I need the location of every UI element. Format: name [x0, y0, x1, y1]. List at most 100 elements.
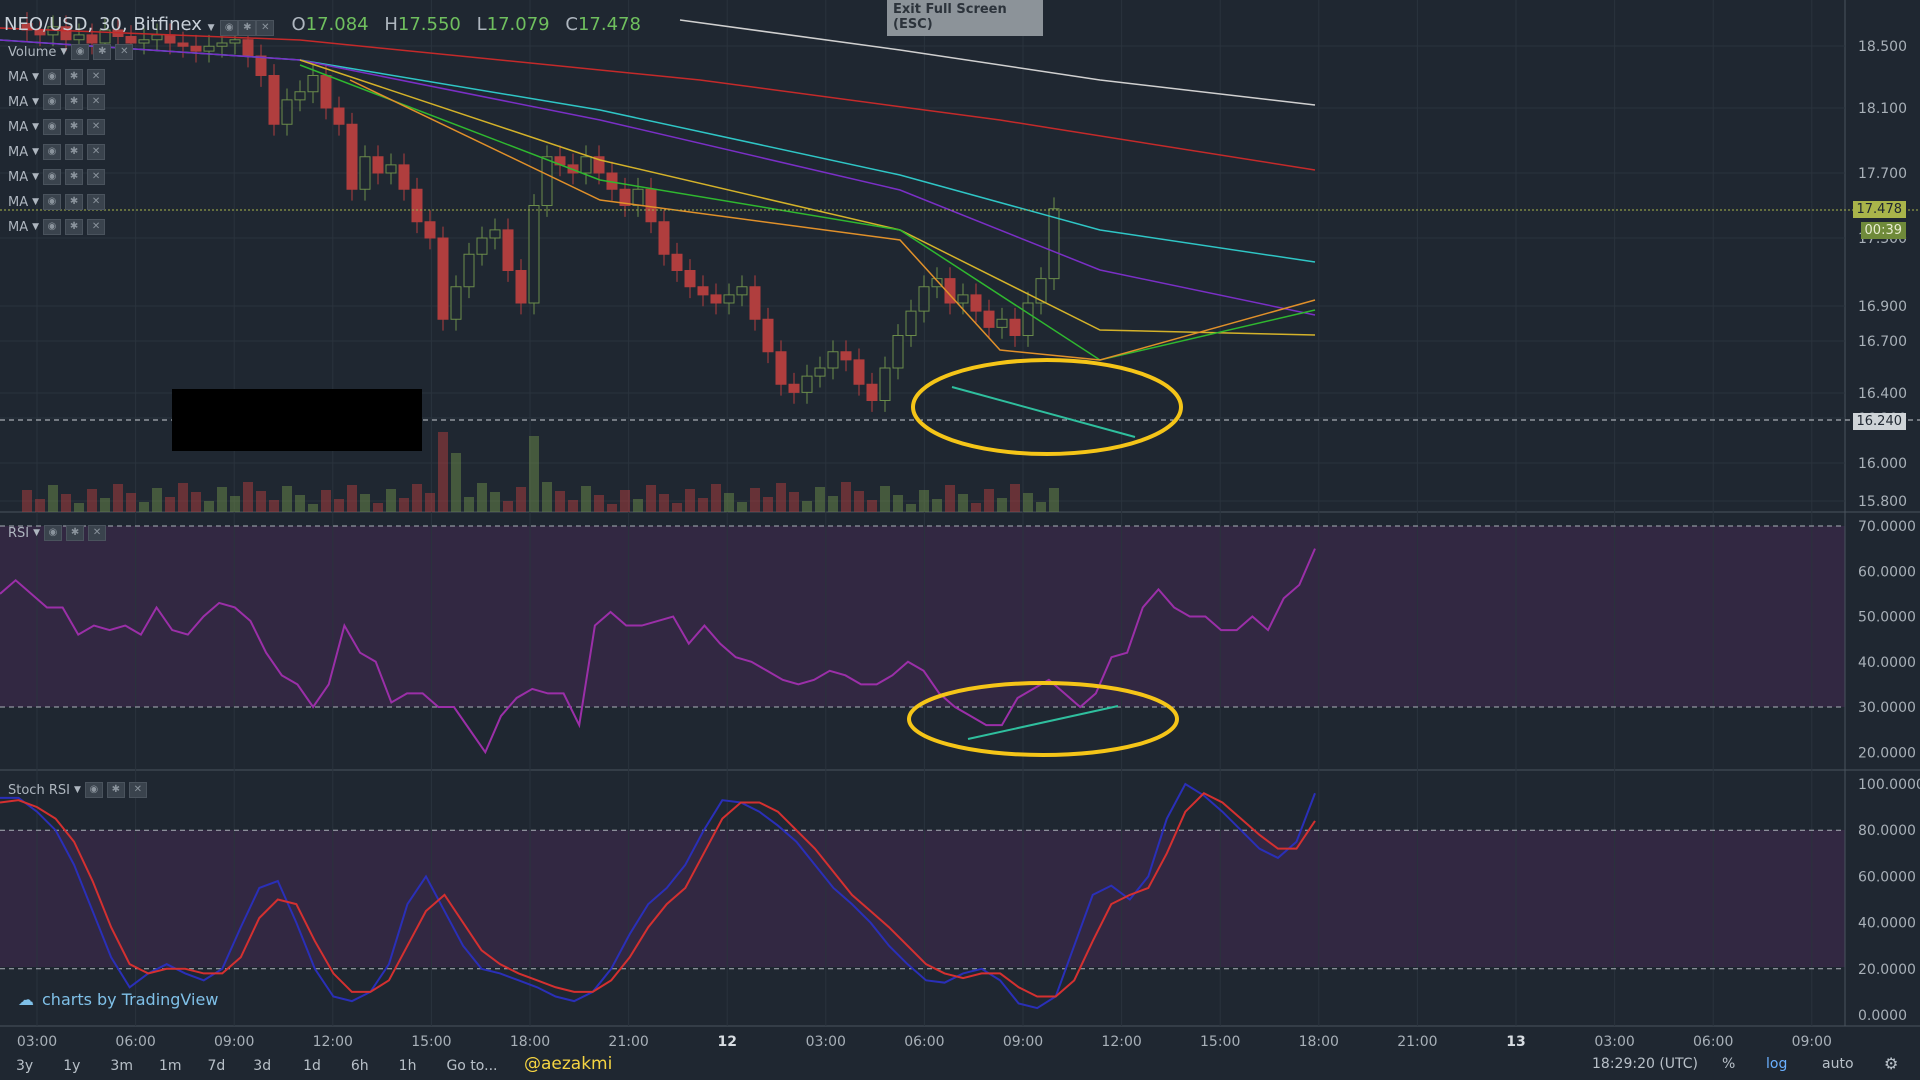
chevron-down-icon[interactable]: ▼: [33, 528, 41, 538]
eye-icon[interactable]: ◉: [71, 44, 90, 60]
indicator-ma-4[interactable]: MA ▼ ◉ ✱ ✕: [8, 144, 106, 160]
gear-icon[interactable]: ✱: [238, 20, 257, 36]
close-icon[interactable]: ✕: [87, 169, 106, 185]
symbol-header[interactable]: NEO/USD, 30, Bitfinex ▼ ◉ ✱ ✕ O17.084 H17.…: [4, 14, 651, 36]
timeframe-1h[interactable]: 1h: [398, 1057, 417, 1074]
gear-icon[interactable]: ✱: [65, 144, 84, 160]
close-icon[interactable]: ✕: [87, 144, 106, 160]
gear-icon[interactable]: ✱: [65, 219, 84, 235]
countdown-badge: 00:39: [1860, 222, 1906, 239]
timeframe-3y[interactable]: 3y: [16, 1057, 34, 1074]
indicator-label[interactable]: MA: [8, 69, 29, 85]
gear-icon[interactable]: ⚙: [1884, 1054, 1899, 1073]
indicator-ma-5[interactable]: MA ▼ ◉ ✱ ✕: [8, 169, 106, 185]
volume-bar: [295, 495, 305, 512]
branding-text[interactable]: charts by TradingView: [42, 990, 219, 1009]
close-label: C: [565, 14, 578, 35]
gear-icon[interactable]: ✱: [65, 94, 84, 110]
indicator-label[interactable]: MA: [8, 144, 29, 160]
chevron-down-icon[interactable]: ▼: [32, 172, 40, 182]
indicator-label[interactable]: MA: [8, 169, 29, 185]
gear-icon[interactable]: ✱: [65, 119, 84, 135]
chevron-down-icon[interactable]: ▼: [32, 72, 40, 82]
x-tick-label: 03:00: [1594, 1034, 1634, 1050]
gear-icon[interactable]: ✱: [93, 44, 112, 60]
chevron-down-icon[interactable]: ▼: [207, 23, 215, 33]
candle: [853, 359, 865, 385]
timeframe-3d[interactable]: 3d: [253, 1057, 272, 1074]
timeframe-1m[interactable]: 1m: [158, 1057, 182, 1074]
indicator-ma-6[interactable]: MA ▼ ◉ ✱ ✕: [8, 194, 106, 210]
candle: [424, 221, 436, 239]
close-icon[interactable]: ✕: [115, 44, 134, 60]
close-icon[interactable]: ✕: [128, 782, 147, 798]
x-tick-label: 06:00: [904, 1034, 944, 1050]
eye-icon[interactable]: ◉: [43, 144, 62, 160]
eye-icon[interactable]: ◉: [43, 94, 62, 110]
chevron-down-icon[interactable]: ▼: [32, 222, 40, 232]
indicator-ma-3[interactable]: MA ▼ ◉ ✱ ✕: [8, 119, 106, 135]
candle: [762, 318, 774, 353]
eye-icon[interactable]: ◉: [43, 119, 62, 135]
eye-icon[interactable]: ◉: [43, 194, 62, 210]
gear-icon[interactable]: ✱: [65, 69, 84, 85]
gear-icon[interactable]: ✱: [65, 194, 84, 210]
timeframe-1y[interactable]: 1y: [63, 1057, 81, 1074]
volume-bar: [828, 496, 838, 512]
indicator-volume[interactable]: Volume ▼ ◉ ✱ ✕: [8, 44, 134, 60]
chevron-down-icon[interactable]: ▼: [60, 47, 68, 57]
eye-icon[interactable]: ◉: [43, 69, 62, 85]
indicator-label[interactable]: RSI: [8, 525, 30, 541]
eye-icon[interactable]: ◉: [43, 169, 62, 185]
symbol-label[interactable]: NEO/USD, 30, Bitfinex: [4, 14, 202, 35]
utc-clock[interactable]: 18:29:20 (UTC): [1592, 1056, 1699, 1072]
chevron-down-icon[interactable]: ▼: [73, 785, 81, 795]
percent-scale-toggle[interactable]: %: [1722, 1056, 1736, 1072]
close-icon[interactable]: ✕: [87, 94, 106, 110]
close-icon[interactable]: ✕: [87, 119, 106, 135]
close-icon[interactable]: ✕: [87, 194, 106, 210]
gear-icon[interactable]: ✱: [66, 525, 85, 541]
trend-line: [951, 386, 1136, 438]
timeframe-1d[interactable]: 1d: [303, 1057, 321, 1074]
chevron-down-icon[interactable]: ▼: [32, 122, 40, 132]
indicator-label[interactable]: MA: [8, 94, 29, 110]
eye-icon[interactable]: ◉: [43, 219, 62, 235]
eye-icon[interactable]: ◉: [44, 525, 63, 541]
close-icon[interactable]: ✕: [256, 20, 275, 36]
timeframe-6h[interactable]: 6h: [350, 1057, 369, 1074]
indicator-ma-1[interactable]: MA ▼ ◉ ✱ ✕: [8, 69, 106, 85]
goto-button[interactable]: Go to...: [446, 1057, 498, 1074]
eye-icon[interactable]: ◉: [84, 782, 103, 798]
gear-icon[interactable]: ✱: [65, 169, 84, 185]
indicator-label[interactable]: MA: [8, 194, 29, 210]
volume-bar: [347, 485, 357, 512]
exit-fullscreen-tooltip[interactable]: Exit Full Screen (ESC): [887, 0, 1043, 36]
close-icon[interactable]: ✕: [87, 69, 106, 85]
indicator-label[interactable]: Volume: [8, 44, 57, 60]
log-scale-toggle[interactable]: log: [1766, 1056, 1788, 1072]
volume-bar: [61, 494, 71, 512]
volume-bar: [581, 486, 591, 512]
timeframe-3m[interactable]: 3m: [110, 1057, 133, 1074]
indicator-ma-7[interactable]: MA ▼ ◉ ✱ ✕: [8, 219, 106, 235]
gear-icon[interactable]: ✱: [106, 782, 125, 798]
eye-icon[interactable]: ◉: [220, 20, 239, 36]
chevron-down-icon[interactable]: ▼: [32, 197, 40, 207]
indicator-ma-2[interactable]: MA ▼ ◉ ✱ ✕: [8, 94, 106, 110]
close-icon[interactable]: ✕: [87, 219, 106, 235]
indicator-label[interactable]: Stoch RSI: [8, 782, 70, 798]
candle: [255, 55, 267, 76]
candle: [918, 286, 930, 312]
indicator-label[interactable]: MA: [8, 119, 29, 135]
chevron-down-icon[interactable]: ▼: [32, 147, 40, 157]
chevron-down-icon[interactable]: ▼: [32, 97, 40, 107]
indicator-rsi[interactable]: RSI ▼ ◉ ✱ ✕: [8, 525, 107, 541]
close-icon[interactable]: ✕: [88, 525, 107, 541]
tradingview-branding[interactable]: ☁ charts by TradingView: [18, 990, 218, 1009]
indicator-stoch-rsi[interactable]: Stoch RSI ▼ ◉ ✱ ✕: [8, 782, 147, 798]
indicator-label[interactable]: MA: [8, 219, 29, 235]
timeframe-7d[interactable]: 7d: [207, 1057, 226, 1074]
auto-scale-toggle[interactable]: auto: [1822, 1056, 1854, 1072]
